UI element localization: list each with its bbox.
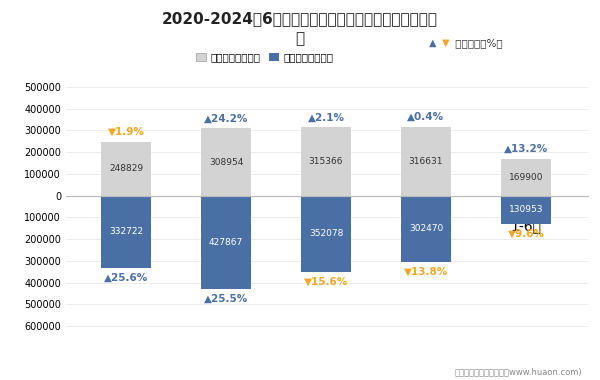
Bar xyxy=(401,196,451,261)
Text: ▲25.6%: ▲25.6% xyxy=(104,273,148,283)
Text: 制图：华经产业研究院（www.huaon.com): 制图：华经产业研究院（www.huaon.com) xyxy=(454,367,582,376)
Legend: 出口额（万美元）, 进口额（万美元）: 出口额（万美元）, 进口额（万美元） xyxy=(191,48,337,66)
Bar xyxy=(301,196,351,272)
Text: ▲0.4%: ▲0.4% xyxy=(407,112,445,122)
Text: ▼13.8%: ▼13.8% xyxy=(404,266,448,276)
Bar xyxy=(301,127,351,196)
Text: ▲24.2%: ▲24.2% xyxy=(204,114,248,124)
Bar xyxy=(201,128,251,196)
Text: ▼15.6%: ▼15.6% xyxy=(304,277,348,287)
Text: 130953: 130953 xyxy=(509,206,543,214)
Bar xyxy=(501,159,551,196)
Text: ▲25.5%: ▲25.5% xyxy=(204,294,248,304)
Text: 315366: 315366 xyxy=(309,157,343,166)
Text: ▲: ▲ xyxy=(429,38,437,48)
Text: ▲2.1%: ▲2.1% xyxy=(308,112,344,122)
Text: 308954: 308954 xyxy=(209,158,243,166)
Text: 427867: 427867 xyxy=(209,238,243,247)
Text: ▼1.9%: ▼1.9% xyxy=(107,127,145,137)
Bar xyxy=(501,196,551,224)
Text: ▼9.6%: ▼9.6% xyxy=(508,229,544,239)
Text: 316631: 316631 xyxy=(409,157,443,166)
Text: 352078: 352078 xyxy=(309,230,343,239)
Text: 248829: 248829 xyxy=(109,164,143,173)
Text: 302470: 302470 xyxy=(409,224,443,233)
Text: ▼: ▼ xyxy=(442,38,449,48)
Bar xyxy=(101,196,151,268)
Bar xyxy=(101,141,151,196)
Bar xyxy=(201,196,251,289)
Text: 169900: 169900 xyxy=(509,173,543,182)
Text: 332722: 332722 xyxy=(109,227,143,236)
Text: 2020-2024年6月马鞍山市商品收发货人所在地进、出口
额: 2020-2024年6月马鞍山市商品收发货人所在地进、出口 额 xyxy=(162,11,438,46)
Text: ▲13.2%: ▲13.2% xyxy=(504,144,548,154)
Bar xyxy=(401,127,451,196)
Text: 同比增长（%）: 同比增长（%） xyxy=(452,38,503,48)
